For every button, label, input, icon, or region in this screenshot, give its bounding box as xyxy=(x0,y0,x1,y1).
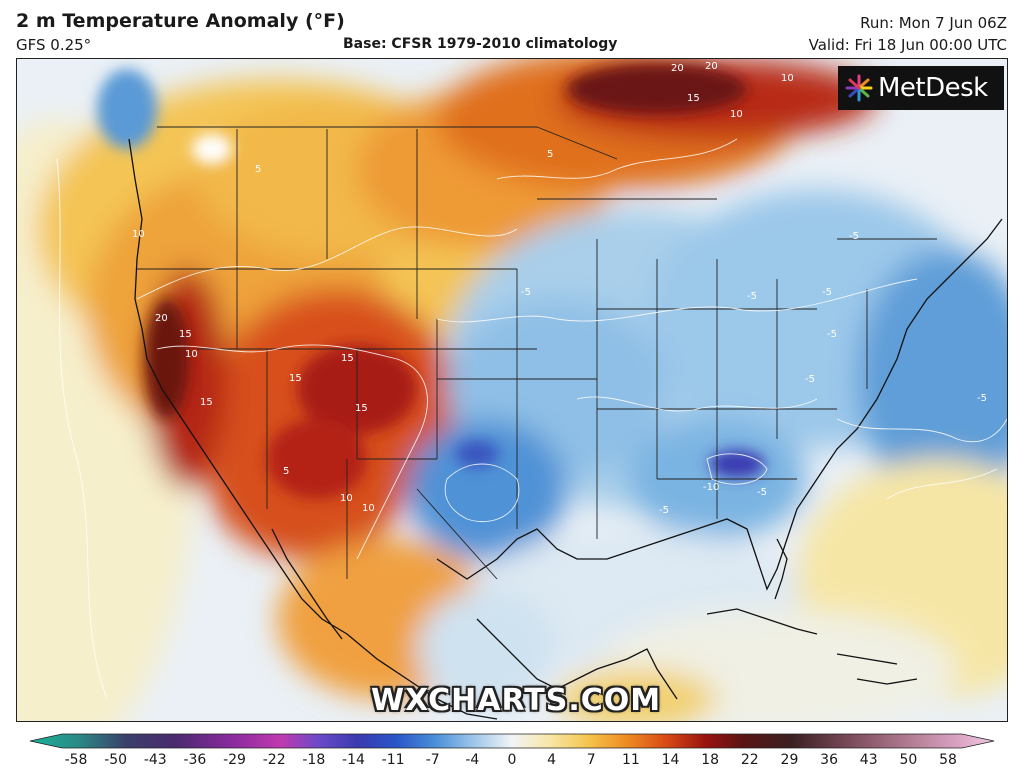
colorbar-tick-label: -50 xyxy=(104,752,128,768)
colorbar-tick-label: 14 xyxy=(661,752,680,768)
run-time: Run: Mon 7 Jun 06Z xyxy=(860,14,1007,32)
map-canvas: 5 10 20 15 10 15 15 15 10 5 10 15 20 20 … xyxy=(17,59,1007,721)
valid-time: Valid: Fri 18 Jun 00:00 UTC xyxy=(808,36,1007,54)
contour-label: -5 xyxy=(747,291,757,302)
contour-label: 20 xyxy=(155,313,168,324)
colorbar: -58 -50 -43 -36 -29 -22 -18 -14 -11 -7 -4 0 4 7 11 14 18… xyxy=(0,726,1024,784)
colorbar-tick-label: 7 xyxy=(586,752,596,768)
isolines xyxy=(56,138,1007,700)
colorbar-tick-label: -58 xyxy=(64,752,88,768)
metdesk-pinwheel-icon xyxy=(845,74,873,102)
contour-label: 15 xyxy=(289,373,302,384)
state-borders xyxy=(137,126,937,580)
contour-label: 10 xyxy=(362,503,375,514)
contour-label: 10 xyxy=(132,229,145,240)
colorbar-tick-label: -22 xyxy=(262,752,286,768)
contour-label: 10 xyxy=(781,73,794,84)
contour-label: 10 xyxy=(340,493,353,504)
colorbar-tick-label: 50 xyxy=(899,752,918,768)
metdesk-logo: MetDesk xyxy=(838,66,1004,110)
contour-label: -5 xyxy=(827,329,837,340)
colorbar-tick-label: -14 xyxy=(342,752,365,768)
colorbar-tick-label: 0 xyxy=(507,752,517,768)
model-name: GFS 0.25° xyxy=(16,36,92,54)
colorbar-tick-label: 4 xyxy=(547,752,557,768)
contour-label: 5 xyxy=(547,149,553,160)
temperature-anomaly-map: 5 10 20 15 10 15 15 15 10 5 10 15 20 20 … xyxy=(16,58,1008,722)
contour-label: -5 xyxy=(659,505,669,516)
contour-label: -5 xyxy=(822,287,832,298)
contour-label: 5 xyxy=(283,466,289,477)
colorbar-tick-label: -18 xyxy=(302,752,326,768)
anomaly-cores xyxy=(97,64,765,499)
colorbar-tick-label: 58 xyxy=(939,752,957,768)
watermark: WXCHARTS.COM xyxy=(371,683,662,718)
colorbar-tick-label: -29 xyxy=(223,752,246,768)
contour-labels: 5 10 20 15 10 15 15 15 10 5 10 15 20 20 … xyxy=(132,61,987,516)
colorbar-gradient xyxy=(29,733,995,749)
logo-text: MetDesk xyxy=(878,73,988,103)
contour-label: -10 xyxy=(703,482,719,493)
colorbar-tick-label: 22 xyxy=(740,752,759,768)
contour-label: -5 xyxy=(849,231,859,242)
contour-label: 15 xyxy=(341,353,354,364)
colorbar-tick-label: -4 xyxy=(465,752,480,768)
colorbar-tick-label: 18 xyxy=(701,752,720,768)
contour-label: 10 xyxy=(730,109,743,120)
contour-label: -5 xyxy=(805,374,815,385)
contour-label: 15 xyxy=(200,397,213,408)
contour-label: -5 xyxy=(521,287,531,298)
contour-label: 10 xyxy=(185,349,198,360)
colorbar-tick-label: 11 xyxy=(621,752,640,768)
contour-label: 20 xyxy=(705,61,718,72)
contour-label: -5 xyxy=(757,487,767,498)
contour-label: 5 xyxy=(255,164,261,175)
chart-title: 2 m Temperature Anomaly (°F) xyxy=(16,10,345,32)
colorbar-tick-label: 29 xyxy=(780,752,799,768)
contour-label: 15 xyxy=(687,93,700,104)
colorbar-tick-label: -7 xyxy=(425,752,440,768)
climatology-base: Base: CFSR 1979-2010 climatology xyxy=(343,36,618,52)
contour-label: 15 xyxy=(355,403,368,414)
colorbar-tick-label: -11 xyxy=(381,752,405,768)
anomaly-field xyxy=(17,59,1007,721)
colorbar-tick-label: 43 xyxy=(859,752,878,768)
contour-label: -5 xyxy=(977,393,987,404)
contour-label: 15 xyxy=(179,329,192,340)
coastlines xyxy=(128,138,1003,720)
colorbar-tick-label: 36 xyxy=(820,752,838,768)
colorbar-tick-label: -36 xyxy=(183,752,207,768)
colorbar-tick-label: -43 xyxy=(143,752,167,768)
contour-label: 20 xyxy=(671,63,684,74)
